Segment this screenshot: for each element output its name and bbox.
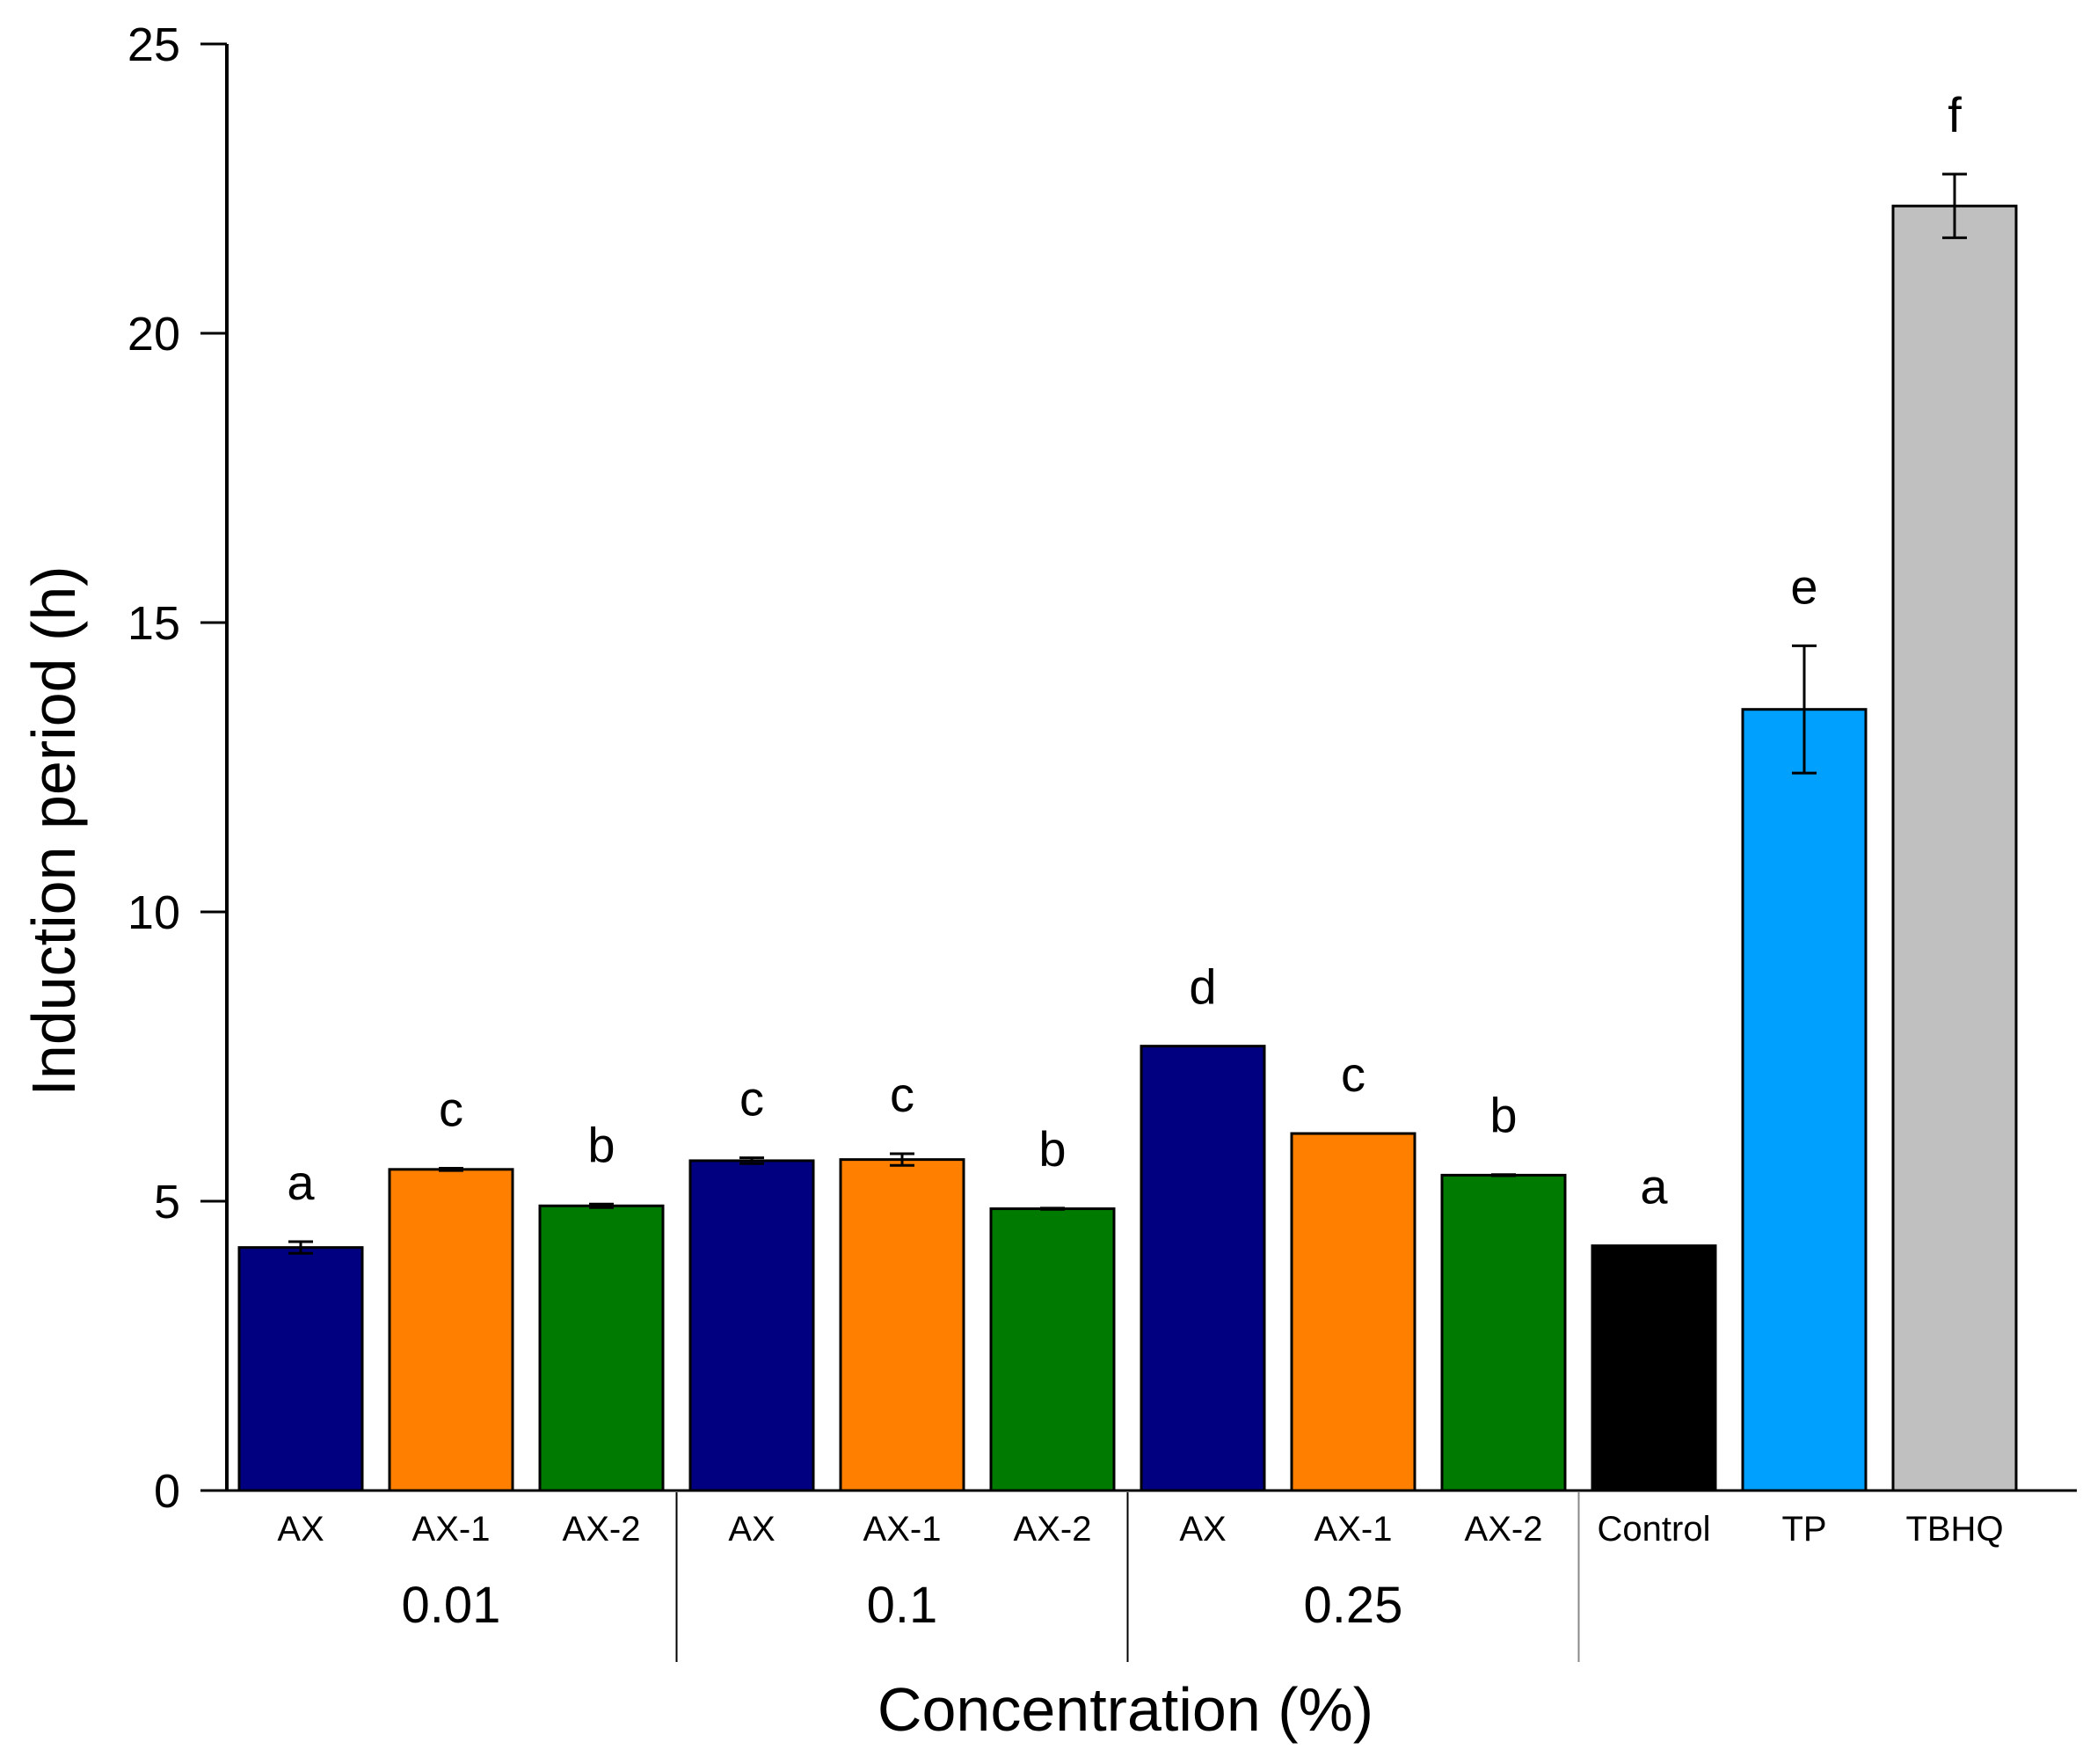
x-axis-title: Concentration (%) — [878, 1675, 1373, 1744]
error-bar-tbhq-ref — [1942, 172, 1967, 239]
significance-letter-ax-2-0-01: b — [587, 1117, 615, 1172]
error-bar-ax-0-1 — [739, 1156, 764, 1165]
significance-letter-control-ref: a — [1640, 1159, 1668, 1214]
bar-ax-0-01 — [237, 1246, 364, 1492]
bar-control-ref — [1591, 1244, 1717, 1492]
bar-ax-1-0-25 — [1290, 1132, 1416, 1492]
bar-ax-2-0-25 — [1440, 1173, 1567, 1492]
error-bar-ax-2-0-01 — [589, 1202, 614, 1209]
bar-ax-2-0-01 — [538, 1204, 665, 1492]
significance-letter-ax-0-25: d — [1189, 959, 1216, 1015]
error-bar-tp-ref — [1792, 644, 1817, 775]
significance-letter-ax-1-0-1: c — [890, 1067, 914, 1122]
significance-letter-tbhq-ref: f — [1948, 87, 1962, 142]
y-tick-label-20: 20 — [127, 308, 180, 361]
bar-ax-1-0-01 — [388, 1168, 514, 1492]
x-tick-label-control-ref: Control — [1598, 1510, 1711, 1549]
significance-letter-ax-0-1: c — [739, 1071, 764, 1126]
x-tick-label-ax-2-0-25: AX-2 — [1465, 1510, 1543, 1549]
y-tick-label-10: 10 — [127, 886, 180, 939]
y-tick-label-5: 5 — [154, 1176, 180, 1228]
x-tick-label-ax-2-0-1: AX-2 — [1014, 1510, 1092, 1549]
x-tick-label-tp-ref: TP — [1781, 1510, 1826, 1549]
y-ticks-layer: 0 5 10 15 20 25 — [127, 18, 227, 1518]
x-labels-layer: AX AX-1 AX-2 AX AX-1 AX-2 AX AX-1 AX-2 Control TP T… — [277, 1510, 2003, 1549]
group-label-0-1: 0.1 — [867, 1577, 938, 1634]
bar-ax-2-0-1 — [989, 1207, 1116, 1492]
y-axis-title: Induction period (h) — [19, 565, 88, 1096]
bar-ax-0-1 — [688, 1159, 815, 1492]
significance-letter-ax-2-0-1: b — [1038, 1121, 1066, 1177]
y-tick-label-15: 15 — [127, 597, 180, 650]
x-tick-label-tbhq-ref: TBHQ — [1905, 1510, 2003, 1549]
significance-letter-ax-1-0-25: c — [1341, 1046, 1365, 1102]
group-label-0-01: 0.01 — [402, 1577, 501, 1634]
x-tick-label-ax-1-0-1: AX-1 — [863, 1510, 942, 1549]
bar-tp-ref — [1741, 708, 1868, 1492]
x-tick-label-ax-2-0-01: AX-2 — [563, 1510, 641, 1549]
axes-layer — [200, 44, 2077, 1492]
x-tick-label-ax-1-0-25: AX-1 — [1314, 1510, 1393, 1549]
significance-letters-layer: a c b c c b d c b a e f — [287, 87, 1962, 1214]
x-tick-label-ax-0-1: AX — [728, 1510, 775, 1549]
significance-letter-tp-ref: e — [1790, 558, 1817, 614]
significance-letter-ax-1-0-01: c — [439, 1081, 463, 1136]
x-tick-label-ax-0-01: AX — [277, 1510, 324, 1549]
bar-ax-0-25 — [1140, 1045, 1266, 1492]
x-tick-label-ax-0-25: AX — [1179, 1510, 1226, 1549]
group-labels-layer: 0.01 0.1 0.25 — [402, 1492, 1580, 1662]
bars-layer — [237, 204, 2018, 1492]
error-bar-ax-2-0-1 — [1040, 1206, 1065, 1211]
bar-ax-1-0-1 — [839, 1158, 965, 1492]
significance-letter-ax-0-01: a — [287, 1155, 315, 1210]
bar-tbhq-ref — [1891, 204, 2018, 1492]
y-tick-label-0: 0 — [154, 1465, 180, 1518]
error-bar-ax-0-01 — [288, 1240, 313, 1255]
error-bar-ax-2-0-25 — [1491, 1173, 1516, 1177]
error-bar-ax-1-0-1 — [890, 1152, 914, 1167]
error-bar-ax-1-0-01 — [439, 1166, 463, 1172]
x-tick-label-ax-1-0-01: AX-1 — [412, 1510, 491, 1549]
significance-letter-ax-2-0-25: b — [1489, 1088, 1517, 1143]
group-label-0-25: 0.25 — [1304, 1577, 1403, 1634]
error-bars-layer — [288, 172, 1967, 1255]
y-tick-label-25: 25 — [127, 18, 180, 71]
